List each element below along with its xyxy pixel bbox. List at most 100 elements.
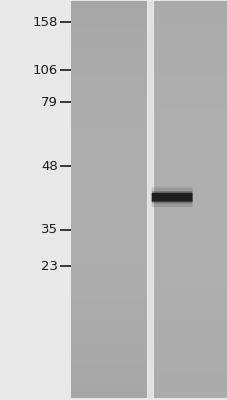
Bar	[70, 331, 146, 338]
Bar	[70, 305, 146, 312]
Bar	[153, 358, 227, 365]
Bar	[70, 258, 146, 266]
Bar	[153, 14, 227, 22]
Text: 35: 35	[41, 224, 58, 236]
Bar	[70, 146, 146, 154]
Bar	[70, 140, 146, 147]
Bar	[153, 232, 227, 240]
Bar	[70, 272, 146, 279]
Bar	[70, 94, 146, 101]
Bar	[70, 80, 146, 88]
Bar	[70, 48, 146, 55]
Bar	[70, 285, 146, 292]
Bar	[147, 2, 153, 398]
Bar	[153, 140, 227, 147]
Bar	[153, 285, 227, 292]
Bar	[153, 325, 227, 332]
Text: 79: 79	[41, 96, 58, 108]
Text: 48: 48	[41, 160, 58, 172]
Bar	[70, 160, 146, 167]
Bar	[70, 28, 146, 35]
Bar	[70, 351, 146, 358]
Text: 158: 158	[33, 16, 58, 28]
Bar	[153, 61, 227, 68]
Bar	[153, 173, 227, 180]
Bar	[70, 74, 146, 81]
Bar	[70, 166, 146, 174]
Bar	[70, 14, 146, 22]
Bar	[153, 94, 227, 101]
Bar	[153, 318, 227, 326]
Bar	[153, 146, 227, 154]
Bar	[70, 265, 146, 273]
Bar	[153, 258, 227, 266]
Bar	[70, 206, 146, 213]
Bar	[70, 54, 146, 61]
Bar	[70, 318, 146, 326]
Bar	[70, 126, 146, 134]
Bar	[153, 226, 227, 233]
Bar	[70, 371, 146, 378]
Bar	[153, 265, 227, 273]
Bar	[153, 133, 227, 141]
Bar	[153, 8, 227, 15]
Bar	[153, 292, 227, 299]
Bar	[153, 312, 227, 319]
Bar	[153, 28, 227, 35]
Bar	[70, 153, 146, 160]
Bar	[153, 48, 227, 55]
Bar	[70, 34, 146, 42]
Bar	[70, 239, 146, 246]
Bar	[153, 278, 227, 286]
Bar	[70, 312, 146, 319]
Bar	[70, 173, 146, 180]
Bar	[70, 226, 146, 233]
Bar	[70, 120, 146, 127]
Bar	[70, 384, 146, 391]
Bar	[70, 212, 146, 220]
Bar	[70, 245, 146, 253]
Bar	[70, 358, 146, 365]
Bar	[70, 325, 146, 332]
Bar	[153, 34, 227, 42]
Bar	[153, 186, 227, 193]
Bar	[153, 153, 227, 160]
Bar	[153, 384, 227, 391]
Bar	[153, 390, 227, 398]
Bar	[70, 107, 146, 114]
Bar	[70, 298, 146, 306]
Bar	[70, 344, 146, 352]
Bar	[70, 292, 146, 299]
Bar	[70, 87, 146, 94]
Bar	[153, 298, 227, 306]
Bar	[153, 87, 227, 94]
Bar	[153, 344, 227, 352]
Bar	[153, 21, 227, 28]
Bar	[153, 239, 227, 246]
Bar	[70, 21, 146, 28]
Bar	[70, 114, 146, 121]
Bar	[153, 160, 227, 167]
Bar	[153, 378, 227, 385]
Bar	[153, 100, 227, 108]
Bar	[153, 54, 227, 61]
Bar	[70, 219, 146, 226]
Bar	[70, 232, 146, 240]
Bar	[153, 364, 227, 372]
Bar	[70, 199, 146, 206]
FancyBboxPatch shape	[151, 193, 192, 202]
Bar	[153, 179, 227, 187]
Bar	[153, 80, 227, 88]
Bar	[153, 219, 227, 226]
Bar	[70, 8, 146, 15]
Bar	[153, 41, 227, 48]
Bar	[70, 67, 146, 74]
Bar	[70, 278, 146, 286]
Bar	[153, 74, 227, 81]
Bar	[153, 114, 227, 121]
Bar	[153, 272, 227, 279]
Bar	[70, 252, 146, 260]
Bar	[153, 120, 227, 127]
Bar	[70, 364, 146, 372]
Bar	[70, 179, 146, 187]
